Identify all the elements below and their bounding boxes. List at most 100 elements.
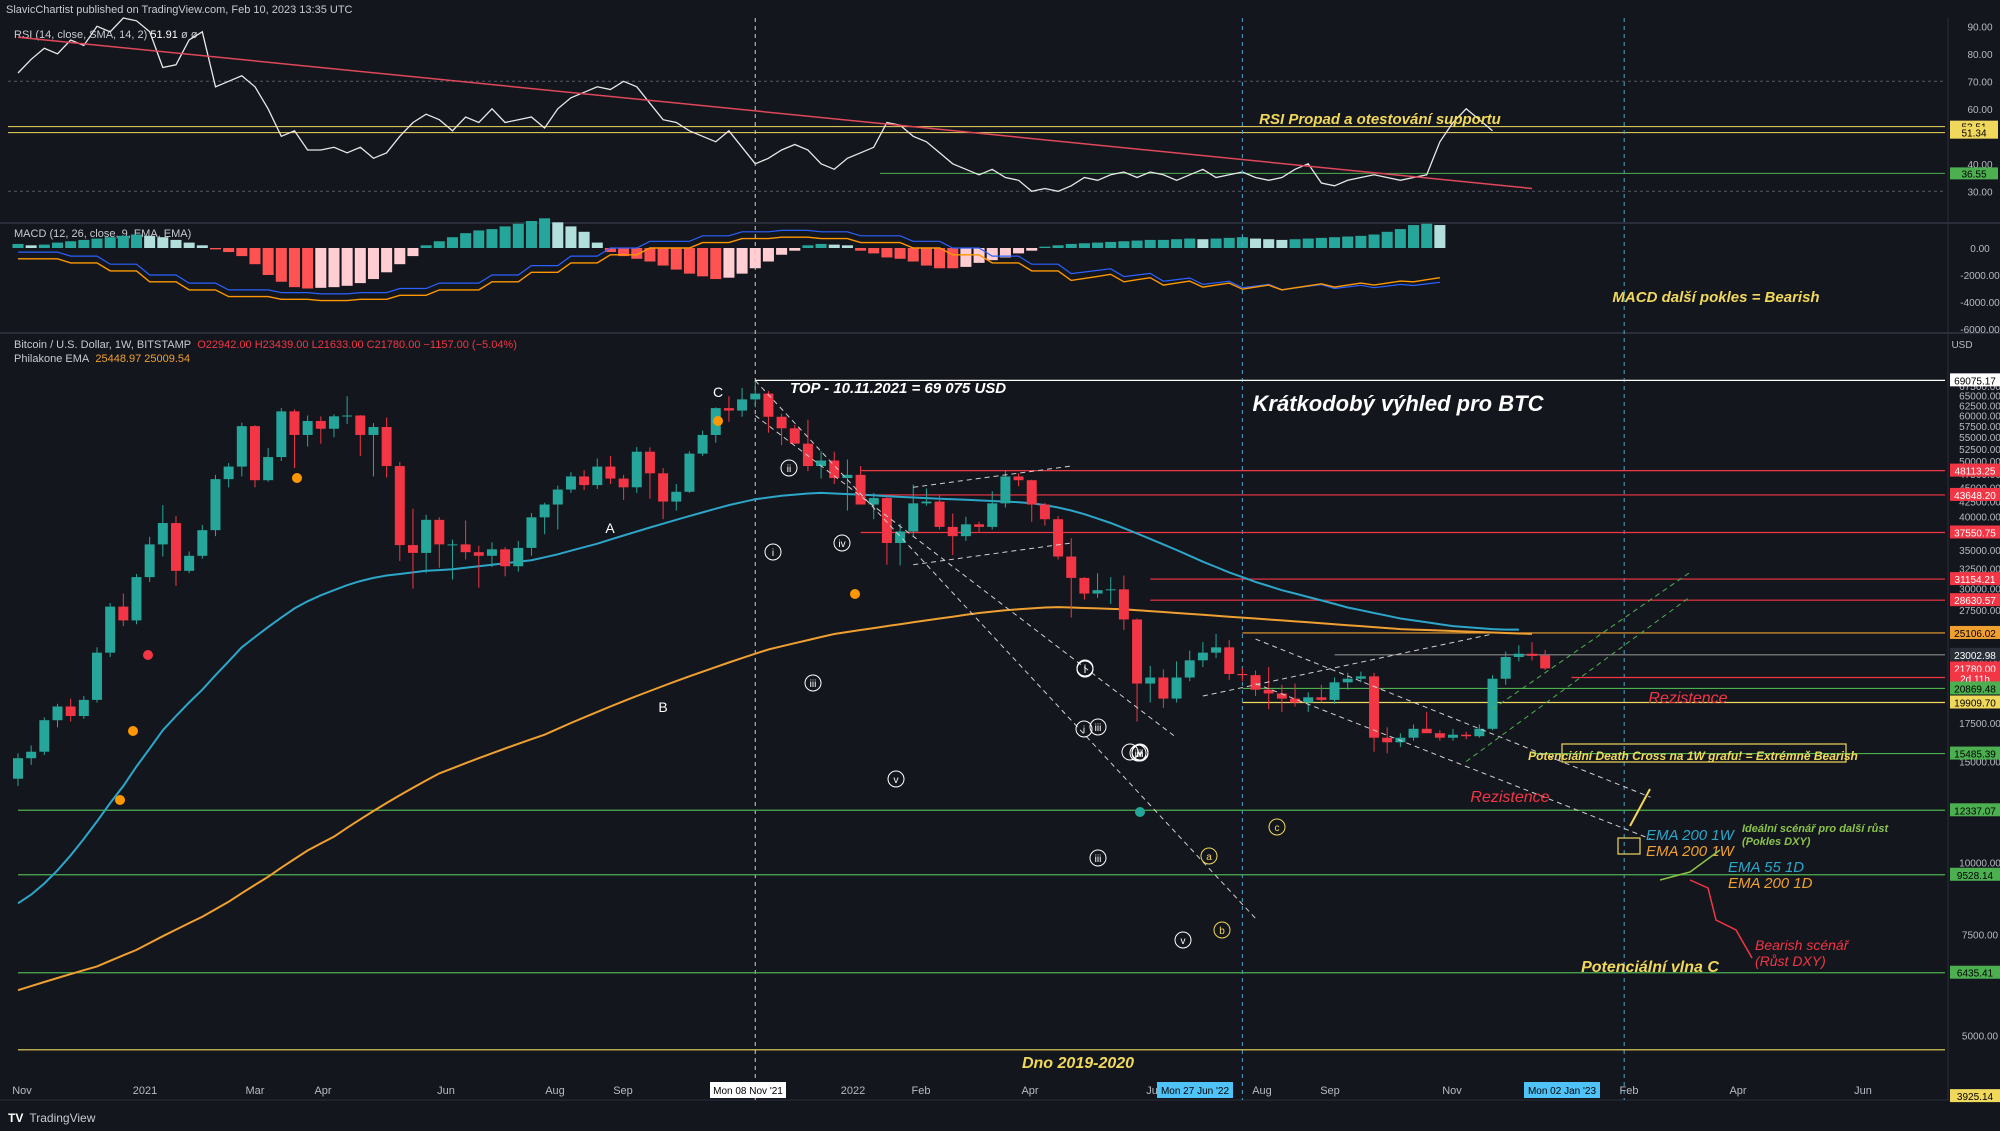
time-axis-label: Apr xyxy=(314,1085,331,1097)
macd-histogram-bar xyxy=(1355,235,1367,248)
candle-body xyxy=(170,523,181,571)
candle-body xyxy=(671,491,682,502)
macd-histogram-bar xyxy=(736,248,748,274)
signal-dot xyxy=(1135,807,1145,817)
macd-histogram-bar xyxy=(1434,225,1446,248)
candle-body xyxy=(1329,682,1340,700)
candle-body xyxy=(829,460,840,479)
macd-histogram-bar xyxy=(51,242,64,248)
macd-histogram-bar xyxy=(539,218,551,248)
candle-body xyxy=(144,544,155,578)
price-tick-label: 5000.00 xyxy=(1962,1032,1999,1043)
macd-histogram-bar xyxy=(1250,238,1262,248)
price-tick-label: 15000.00 xyxy=(1959,758,2000,769)
candle-body xyxy=(1408,728,1419,738)
macd-histogram-bar xyxy=(460,233,472,248)
candle-body xyxy=(1513,653,1524,658)
price-legend[interactable]: Bitcoin / U.S. Dollar, 1W, BITSTAMP O229… xyxy=(14,339,517,351)
candle-body xyxy=(447,544,458,546)
candle-body xyxy=(1013,476,1024,481)
signal-dot xyxy=(143,650,153,660)
rsi-legend[interactable]: RSI (14, close, SMA, 14, 2) 51.91 ø ø xyxy=(14,29,198,41)
death-cross-box xyxy=(1561,743,1847,763)
elliott-channel-line xyxy=(1255,638,1651,798)
wave-label: ii xyxy=(787,464,791,475)
price-badge xyxy=(1950,572,2000,586)
candle-body xyxy=(1290,698,1301,703)
macd-histogram-bar xyxy=(65,241,77,248)
candle-body xyxy=(960,524,971,537)
candle-body xyxy=(842,474,853,479)
candle-body xyxy=(197,530,208,556)
candle-body xyxy=(1105,589,1116,591)
macd-histogram-bar xyxy=(262,248,274,275)
rsi-tick-label: 40.00 xyxy=(1967,160,1992,171)
candle-body xyxy=(223,466,234,480)
wave-label-circle xyxy=(1200,847,1218,865)
candle-body xyxy=(618,478,629,488)
macd-histogram-bar xyxy=(1092,242,1104,248)
macd-tick-label: -4000.00 xyxy=(1960,298,2000,309)
cross-highlight-box xyxy=(1617,837,1641,855)
candle-body xyxy=(1145,677,1156,684)
candle-body xyxy=(1263,689,1274,694)
macd-histogram-bar xyxy=(1184,238,1196,248)
macd-histogram-bar xyxy=(275,248,287,282)
candle-body xyxy=(394,466,405,546)
macd-histogram-bar xyxy=(394,248,406,265)
wave-label-circle xyxy=(764,543,782,561)
macd-histogram-bar xyxy=(1118,241,1130,248)
candle-body xyxy=(1421,728,1432,734)
macd-histogram-bar xyxy=(433,241,445,248)
wave-label: v xyxy=(1181,936,1186,947)
candle-body xyxy=(1369,676,1380,738)
macd-histogram-bar xyxy=(104,237,116,248)
candle-body xyxy=(605,466,616,479)
price-badge-label: 12337.07 xyxy=(1954,806,1996,817)
macd-histogram-bar xyxy=(1039,246,1051,248)
candle-body xyxy=(26,751,37,759)
candle-body xyxy=(1342,678,1353,683)
rsi-tick-label: 70.00 xyxy=(1967,77,1992,88)
macd-histogram-bar xyxy=(1105,241,1117,248)
price-tick-label: 42500.00 xyxy=(1959,498,2000,509)
time-axis-highlight xyxy=(1524,1082,1600,1098)
candle-body xyxy=(513,547,524,567)
macd-histogram-bar xyxy=(288,248,300,288)
price-badge-label: 25106.02 xyxy=(1954,629,1996,640)
macd-histogram-bar xyxy=(1210,238,1222,248)
macd-histogram-bar xyxy=(1171,239,1183,248)
macd-histogram-bar xyxy=(341,248,353,286)
time-axis-label: Nov xyxy=(12,1085,32,1097)
time-axis-label: Nov xyxy=(1442,1085,1462,1097)
time-axis-highlight xyxy=(1157,1082,1233,1098)
macd-histogram-bar xyxy=(25,245,37,248)
publisher-header: SlavicChartist published on TradingView.… xyxy=(6,4,353,16)
candle-body xyxy=(184,555,195,571)
macd-histogram-bar xyxy=(209,248,221,250)
candle-body xyxy=(565,476,576,490)
macd-histogram-bar xyxy=(499,226,511,248)
macd-tick-label: -2000.00 xyxy=(1960,271,2000,282)
macd-histogram-bar xyxy=(196,245,208,248)
elliott-channel-line xyxy=(1465,596,1691,762)
tradingview-logo: TV TradingView xyxy=(8,1111,96,1125)
ema55-line xyxy=(17,491,1519,905)
macd-histogram-bar xyxy=(1078,243,1090,248)
macd-histogram-bar xyxy=(907,248,919,262)
macd-histogram-bar xyxy=(947,248,959,269)
candle-body xyxy=(407,545,418,553)
macd-histogram-bar xyxy=(710,248,722,280)
elliott-channel-line xyxy=(1255,683,1651,840)
macd-histogram-bar xyxy=(1394,229,1406,248)
rezistence-label: Rezistence xyxy=(1648,690,1727,707)
bearish-scenario-sublabel: (Růst DXY) xyxy=(1755,953,1826,969)
rsi-badge-label: 36.55 xyxy=(1961,169,1986,180)
macd-histogram-bar xyxy=(762,248,774,262)
macd-histogram-bar xyxy=(934,248,946,269)
rsi-badge-label: 51.34 xyxy=(1961,129,1986,140)
price-tick-label: 40000.00 xyxy=(1959,513,2000,524)
ema-legend[interactable]: Philakone EMA 25448.97 25009.54 xyxy=(14,353,191,365)
candle-body xyxy=(13,758,23,779)
